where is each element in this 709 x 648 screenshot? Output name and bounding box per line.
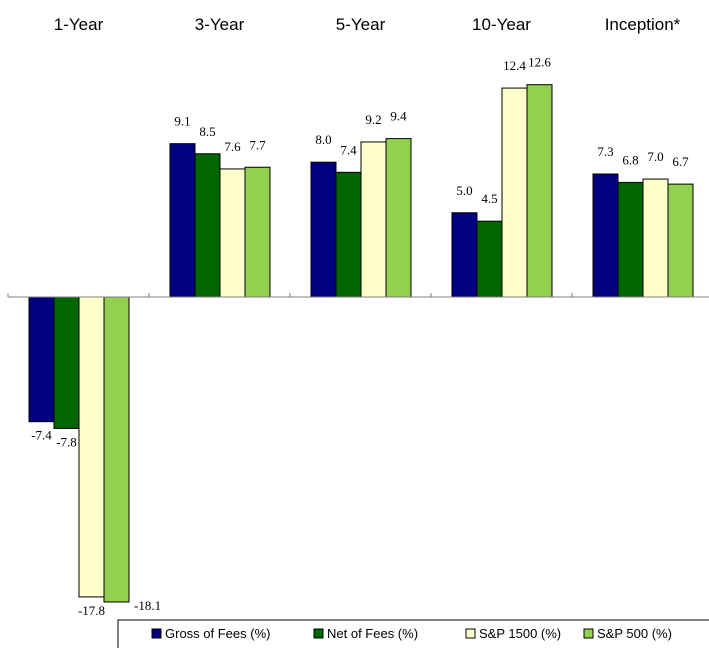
bar-s-p-1500-3-year [219,168,246,298]
value-labels: -7.4 9.1 8.0 5.0 7.3 -7.8 8.5 7.4 4.5 6.8 -17.8 7.6… [31,55,689,618]
value-label-net-of-fees-10-year: 4.5 [481,191,497,206]
value-label-s-p-500-3-year: 7.7 [249,137,266,152]
legend-label-s-p-1500: S&P 1500 (%) [479,626,561,641]
value-label-s-p-1500-10-year: 12.4 [503,58,526,73]
value-label-net-of-fees-3-year: 8.5 [199,124,215,139]
legend-swatch-s-p-1500 [465,628,476,639]
bar-gross-of-fees-10-year [451,212,478,298]
value-label-s-p-500-5-year: 9.4 [390,109,407,124]
category-label-inception: Inception* [605,15,681,34]
bar-s-p-500-5-year [385,138,412,298]
bar-s-p-500-3-year [244,166,271,298]
value-label-gross-of-fees-inception: 7.3 [597,144,613,159]
value-label-gross-of-fees-10-year: 5.0 [456,183,472,198]
bar-gross-of-fees-1-year [28,296,55,423]
category-label-1-year: 1-Year [54,15,104,34]
value-label-s-p-500-10-year: 12.6 [528,55,551,70]
value-label-gross-of-fees-3-year: 9.1 [174,114,190,129]
value-label-net-of-fees-1-year: -7.8 [56,434,77,449]
x-axis [7,293,709,298]
legend: Gross of Fees (%) Net of Fees (%) S&P 1500… [117,619,709,648]
category-label-3-year: 3-Year [195,15,245,34]
value-label-s-p-1500-5-year: 9.2 [365,112,381,127]
legend-label-net-of-fees: Net of Fees (%) [327,626,418,641]
bar-gross-of-fees-3-year [169,143,196,298]
value-label-s-p-500-inception: 6.7 [672,154,689,169]
bar-s-p-500-1-year [103,296,130,603]
bar-s-p-500-inception [667,183,694,298]
value-label-s-p-1500-3-year: 7.6 [224,139,241,154]
bar-net-of-fees-inception [617,181,644,298]
bar-net-of-fees-5-year [335,171,362,298]
value-label-s-p-1500-inception: 7.0 [647,149,663,164]
bar-s-p-1500-10-year [501,87,528,298]
bar-net-of-fees-1-year [53,296,80,429]
bars [28,84,694,603]
category-label-10-year: 10-Year [472,15,531,34]
legend-swatch-gross-of-fees [151,628,162,639]
bar-gross-of-fees-5-year [310,161,337,298]
category-label-5-year: 5-Year [336,15,386,34]
bar-s-p-1500-5-year [360,141,387,298]
legend-swatch-net-of-fees [313,628,324,639]
bar-net-of-fees-3-year [194,153,221,298]
legend-label-gross-of-fees: Gross of Fees (%) [165,626,270,641]
bar-s-p-500-10-year [526,84,553,298]
value-label-s-p-1500-1-year: -17.8 [78,603,105,618]
value-label-net-of-fees-5-year: 7.4 [340,142,357,157]
value-label-gross-of-fees-5-year: 8.0 [315,132,331,147]
value-label-net-of-fees-inception: 6.8 [622,152,638,167]
bar-s-p-1500-1-year [78,296,105,598]
legend-label-s-p-500: S&P 500 (%) [597,626,672,641]
bar-net-of-fees-10-year [476,220,503,298]
bar-s-p-1500-inception [642,178,669,298]
legend-swatch-s-p-500 [583,628,594,639]
value-label-s-p-500-1-year: -18.1 [134,598,161,613]
bar-gross-of-fees-inception [592,173,619,298]
category-labels: 1-Year 3-Year 5-Year 10-Year Inception* [54,15,681,34]
legend-box [117,619,709,648]
value-label-gross-of-fees-1-year: -7.4 [31,428,52,443]
